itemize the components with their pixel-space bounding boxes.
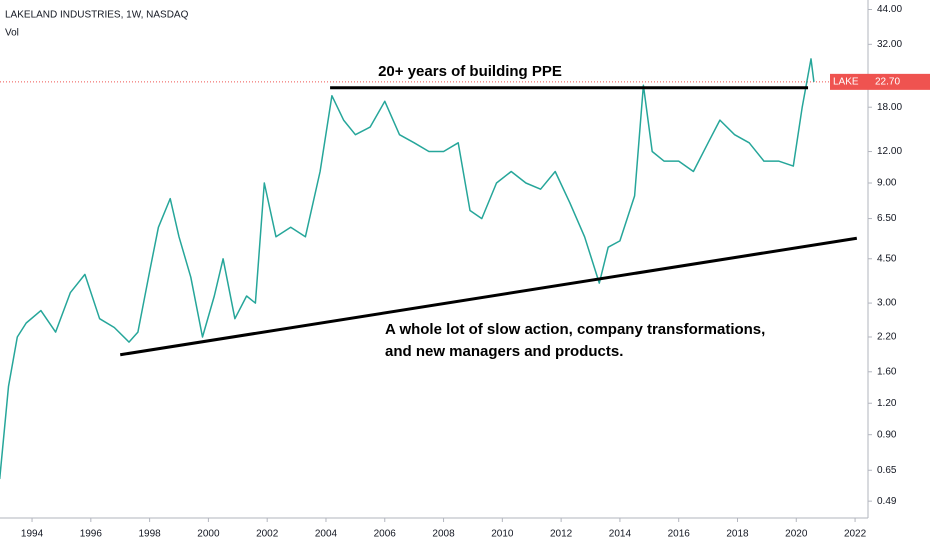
y-tick-label: 32.00	[877, 39, 902, 50]
x-tick-label: 2000	[197, 529, 220, 540]
chart-title: LAKELAND INDUSTRIES, 1W, NASDAQ	[5, 10, 189, 21]
x-tick-label: 2022	[844, 529, 867, 540]
x-tick-label: 1994	[21, 529, 44, 540]
volume-label: Vol	[5, 28, 19, 39]
x-tick-label: 1996	[80, 529, 103, 540]
x-tick-label: 2008	[432, 529, 455, 540]
x-tick-label: 1998	[138, 529, 161, 540]
x-tick-label: 2016	[668, 529, 691, 540]
y-tick-label: 3.00	[877, 298, 897, 309]
y-tick-label: 0.49	[877, 496, 897, 507]
x-tick-label: 2010	[491, 529, 514, 540]
y-tick-label: 0.90	[877, 429, 897, 440]
annotation: 20+ years of building PPE	[378, 63, 562, 80]
price-tag-name: LAKE	[833, 76, 859, 87]
annotation: A whole lot of slow action, company tran…	[385, 321, 765, 338]
x-tick-label: 2002	[256, 529, 279, 540]
y-tick-label: 2.20	[877, 332, 897, 343]
y-tick-label: 4.50	[877, 253, 897, 264]
y-tick-label: 6.50	[877, 213, 897, 224]
x-tick-label: 2006	[374, 529, 397, 540]
price-tag	[830, 73, 930, 90]
x-tick-label: 2004	[315, 529, 338, 540]
x-tick-label: 2020	[785, 529, 808, 540]
y-tick-label: 18.00	[877, 102, 902, 113]
y-tick-label: 12.00	[877, 146, 902, 157]
y-tick-label: 9.00	[877, 178, 897, 189]
trendline	[119, 236, 858, 357]
annotation: and new managers and products.	[385, 343, 623, 360]
y-tick-label: 44.00	[877, 4, 902, 15]
y-tick-label: 1.60	[877, 366, 897, 377]
y-tick-label: 1.20	[877, 398, 897, 409]
x-tick-label: 2014	[609, 529, 632, 540]
price-tag-value: 22.70	[875, 76, 900, 87]
y-tick-label: 0.65	[877, 465, 897, 476]
x-tick-label: 2012	[550, 529, 573, 540]
x-tick-label: 2018	[726, 529, 749, 540]
price-line	[0, 58, 815, 480]
